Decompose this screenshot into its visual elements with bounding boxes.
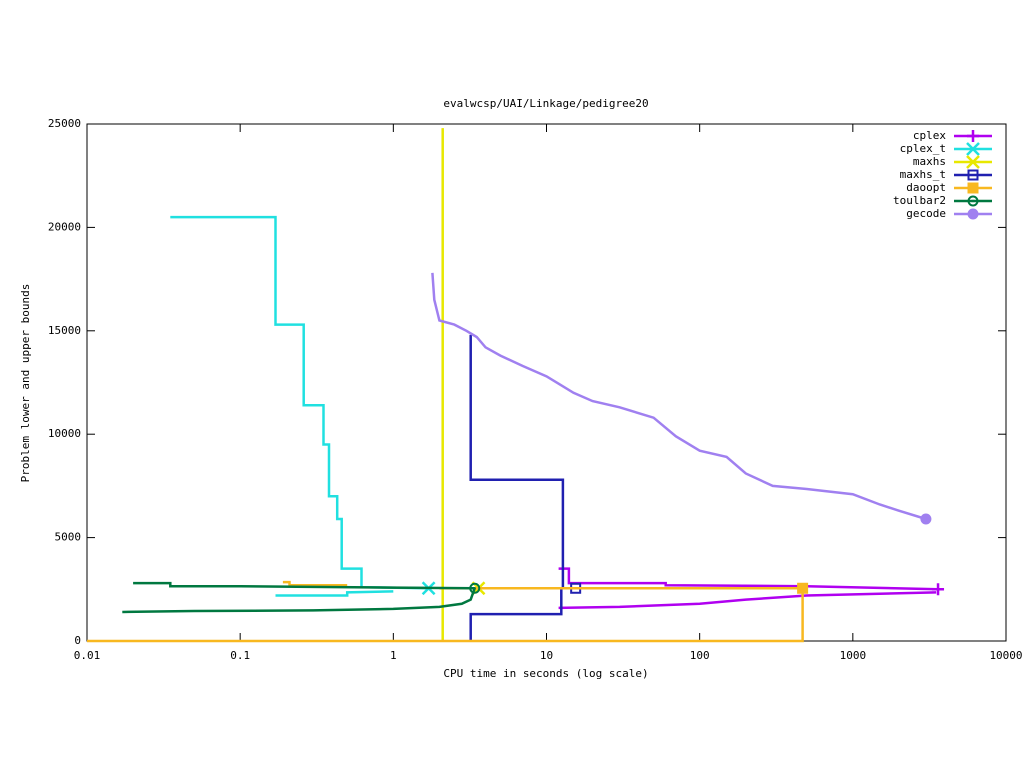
x-tick-label: 10	[540, 649, 553, 662]
marker	[967, 195, 979, 207]
marker	[966, 155, 980, 169]
legend-label: daoopt	[906, 181, 946, 194]
legend-label: maxhs	[913, 155, 946, 168]
marker-part	[967, 182, 979, 194]
marker	[932, 583, 945, 596]
series-line	[441, 128, 479, 641]
marker-part	[473, 587, 476, 590]
series-line	[122, 581, 476, 614]
legend-label: maxhs_t	[900, 168, 946, 181]
y-axis-label: Problem lower and upper bounds	[19, 284, 32, 483]
legend-label: cplex	[913, 129, 946, 142]
chart-title: evalwcsp/UAI/Linkage/pedigree20	[443, 97, 648, 110]
x-axis-label: CPU time in seconds (log scale)	[443, 667, 648, 680]
marker	[469, 582, 481, 594]
marker	[920, 513, 932, 525]
series-line	[87, 580, 804, 643]
marker	[967, 130, 979, 142]
legend-label: gecode	[906, 207, 946, 220]
y-tick-label: 15000	[48, 324, 81, 337]
x-tick-label: 100	[690, 649, 710, 662]
x-tick-label: 1000	[840, 649, 867, 662]
legend-label: toulbar2	[893, 194, 946, 207]
marker-part	[920, 513, 932, 525]
plot-frame	[86, 123, 1007, 642]
marker-part	[966, 142, 980, 156]
marker-part	[932, 583, 945, 596]
series-line	[431, 272, 927, 521]
series-line	[170, 215, 429, 597]
marker-part	[967, 208, 979, 220]
x-tick-label: 1	[390, 649, 397, 662]
marker	[797, 582, 809, 594]
series-line	[469, 334, 576, 641]
y-tick-label: 25000	[48, 117, 81, 130]
marker-part	[967, 130, 979, 142]
marker	[967, 169, 979, 181]
marker	[966, 142, 980, 156]
y-tick-label: 10000	[48, 427, 81, 440]
marker-part	[797, 582, 809, 594]
y-tick-label: 5000	[55, 531, 82, 544]
marker-part	[966, 155, 980, 169]
x-tick-label: 10000	[989, 649, 1022, 662]
y-tick-label: 20000	[48, 220, 81, 233]
marker	[967, 208, 979, 220]
marker	[967, 182, 979, 194]
marker-part	[971, 199, 975, 203]
y-tick-label: 0	[74, 634, 81, 647]
x-tick-label: 0.01	[74, 649, 101, 662]
marker-part	[967, 169, 979, 181]
legend-label: cplex_t	[900, 142, 946, 155]
x-tick-label: 0.1	[230, 649, 250, 662]
marker-part	[967, 195, 979, 207]
marker-part	[469, 582, 481, 594]
